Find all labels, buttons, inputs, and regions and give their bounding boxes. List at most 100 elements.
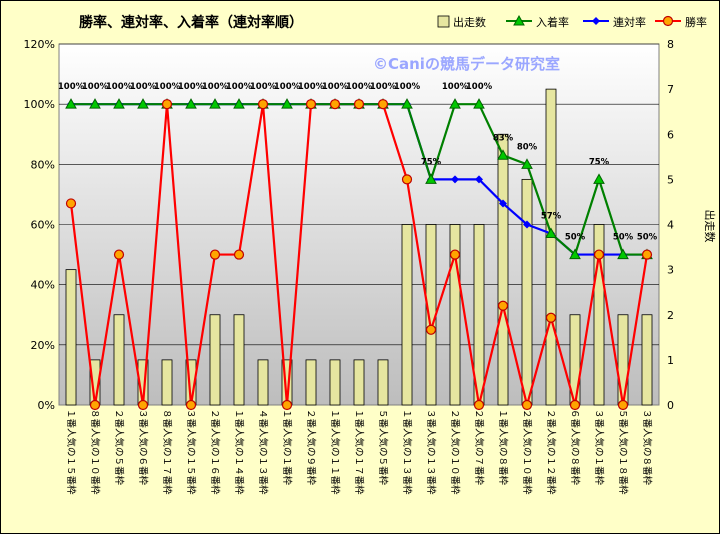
- data-label: 100%: [322, 82, 349, 92]
- data-label: 100%: [154, 82, 181, 92]
- data-label: 100%: [178, 82, 205, 92]
- point-win-rate: [185, 399, 197, 411]
- x-tick-label: ３番人気の１番枠: [593, 409, 605, 486]
- point-win-rate: [401, 174, 413, 185]
- bar-starts: [617, 314, 629, 406]
- data-label: 100%: [226, 82, 253, 92]
- legend-swatch-starts: [437, 15, 450, 28]
- x-axis: １番人気の１５番枠 ８番人気の１０番枠 ２番人気の５番枠 ３番人気の６番枠 ８番人気の１…: [65, 409, 653, 495]
- x-tick-label: １番人気の１番枠: [281, 409, 293, 486]
- x-tick-label: １番人気の１５番枠: [65, 409, 77, 495]
- x-tick-label: ３番人気の６番枠: [137, 409, 149, 486]
- point-win-rate: [617, 399, 629, 411]
- x-tick-label: ８番人気の１７番枠: [161, 409, 173, 495]
- point-place-rate: [497, 149, 509, 160]
- x-tick-label: ２番人気の１６番枠: [209, 409, 221, 495]
- point-win-rate: [593, 249, 605, 260]
- y-right-tick-label: 6: [667, 128, 674, 141]
- point-win-rate: [65, 198, 77, 209]
- data-label: 100%: [274, 82, 301, 92]
- point-win-rate: [473, 399, 485, 411]
- data-label: 100%: [370, 82, 397, 92]
- point-win-rate: [353, 99, 365, 110]
- bar-series: [65, 88, 653, 406]
- data-label: 50%: [613, 233, 634, 243]
- data-label: 57%: [541, 212, 562, 222]
- legend-label-quinella-rate: 連対率: [613, 15, 646, 29]
- point-place-rate: [569, 248, 581, 260]
- point-win-rate: [233, 249, 245, 260]
- bar-starts: [233, 314, 245, 406]
- bar-starts: [593, 224, 605, 406]
- point-win-rate: [89, 399, 101, 411]
- point-place-rate: [89, 98, 101, 109]
- point-win-rate: [137, 399, 149, 411]
- bar-starts: [305, 359, 317, 406]
- legend-label-starts: 出走数: [453, 15, 486, 29]
- x-tick-label: ３番人気の８番枠: [641, 409, 653, 486]
- bar-starts: [497, 133, 509, 406]
- data-label: 100%: [130, 82, 157, 92]
- point-place-rate: [209, 98, 221, 109]
- x-tick-label: ２番人気の１２番枠: [545, 409, 557, 495]
- bar-starts: [113, 314, 125, 406]
- data-label: 100%: [202, 82, 229, 92]
- point-quinella-rate: [451, 175, 459, 184]
- point-win-rate: [569, 399, 581, 411]
- chart-title: 勝率、連対率、入着率（連対率順）: [79, 14, 303, 31]
- point-win-rate: [113, 249, 125, 260]
- y-right-tick-label: 2: [667, 309, 674, 322]
- bar-starts: [401, 224, 413, 406]
- watermark: ©Caniの競馬データ研究室: [373, 55, 560, 73]
- data-label: 75%: [421, 157, 442, 167]
- y-right-tick-label: 0: [667, 399, 674, 412]
- x-tick-label: ５番人気の１８番枠: [617, 409, 629, 495]
- point-place-rate: [65, 98, 77, 109]
- point-win-rate: [377, 99, 389, 110]
- point-quinella-rate: [523, 220, 531, 229]
- point-place-rate: [593, 173, 605, 184]
- data-label: 100%: [394, 82, 421, 92]
- bar-starts: [641, 314, 653, 406]
- data-labels: 100%100%100%100%100%100%100%100%100%100%…: [58, 82, 658, 242]
- x-tick-label: １番人気の８番枠: [497, 409, 509, 486]
- data-label: 50%: [637, 233, 658, 243]
- x-tick-label: １番人気の１１番枠: [329, 409, 341, 495]
- bar-starts: [545, 88, 557, 406]
- point-place-rate: [281, 98, 293, 109]
- y-left-tick-label: 120%: [24, 38, 55, 51]
- point-win-rate: [449, 249, 461, 260]
- y-left-tick-label: 80%: [31, 158, 55, 171]
- legend: 出走数 入着率 連対率 勝率: [437, 14, 707, 29]
- y-right-axis-title: 出走数: [703, 210, 717, 243]
- point-place-rate: [425, 173, 437, 184]
- point-place-rate: [617, 248, 629, 260]
- data-label: 100%: [298, 82, 325, 92]
- x-tick-label: ２番人気の９番枠: [305, 409, 317, 486]
- point-place-rate: [545, 227, 557, 239]
- point-win-rate: [521, 399, 533, 411]
- y-left-tick-label: 40%: [31, 279, 55, 292]
- legend-marker-win-rate: [662, 15, 674, 27]
- x-tick-label: ６番人気の８番枠: [569, 409, 581, 486]
- point-win-rate: [545, 312, 557, 323]
- point-win-rate: [161, 99, 173, 110]
- y-axis-right-label: 出走数: [703, 210, 717, 243]
- point-place-rate: [521, 158, 533, 169]
- x-tick-label: ３番人気の１３番枠: [425, 409, 437, 495]
- point-quinella-rate: [499, 199, 507, 208]
- point-win-rate: [305, 99, 317, 110]
- x-tick-label: ５番人気の５番枠: [377, 409, 389, 486]
- point-win-rate: [209, 249, 221, 260]
- x-tick-label: ２番人気の５番枠: [113, 409, 125, 486]
- legend-marker-quinella-rate: [592, 17, 600, 25]
- point-place-rate: [401, 98, 413, 109]
- point-place-rate: [137, 98, 149, 109]
- data-label: 75%: [589, 157, 610, 167]
- x-tick-label: ８番人気の１０番枠: [89, 409, 101, 495]
- data-label: 100%: [58, 82, 85, 92]
- x-tick-label: ２番人気の１０番枠: [449, 409, 461, 495]
- bar-starts: [449, 224, 461, 406]
- point-win-rate: [425, 324, 437, 335]
